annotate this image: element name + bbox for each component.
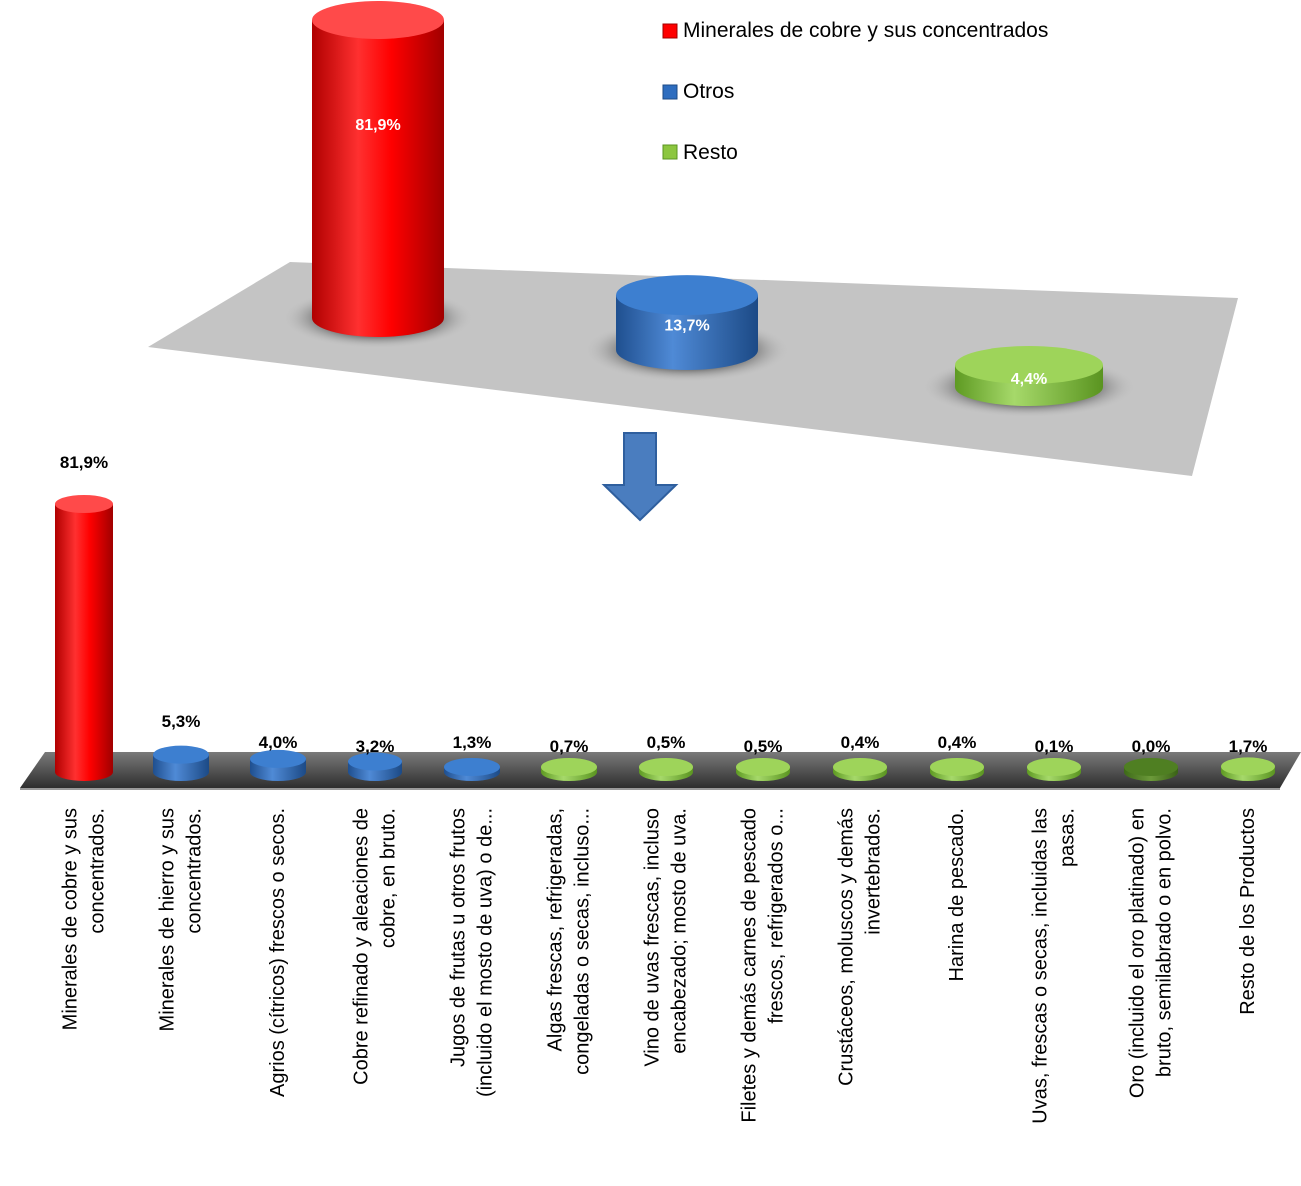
bottom-data-label: 0,1% (1035, 737, 1074, 756)
category-label: (incluido el mosto de uva) o de... (475, 808, 497, 1097)
bottom-chart-category-labels: Minerales de cobre y sus concentrados. Min… (60, 808, 1260, 1124)
top-data-label: 4,4% (1011, 371, 1047, 388)
bottom-bar-vino-de-uvas-frescas-incluso-encabezado- (639, 758, 693, 781)
bottom-bar-minerales-de-hierro-y-sus-concentrados-top (153, 745, 209, 764)
bottom-data-label: 1,3% (453, 733, 492, 752)
bottom-bar-minerales-de-hierro-y-sus-concentrados (153, 745, 209, 781)
top-bar-otros-body (616, 295, 758, 370)
bottom-bar-crustaceos-moluscos-y-demas-invertebrado-top (833, 758, 887, 776)
category-label: Resto de los Productos (1237, 808, 1259, 1015)
bottom-bar-vino-de-uvas-frescas-incluso-encabezado--top (639, 758, 693, 776)
legend-item-resto: Resto (662, 141, 738, 164)
bottom-bar-harina-de-pescado (930, 758, 984, 781)
legend-label: Resto (683, 141, 738, 164)
top-bar-otros-top (616, 275, 758, 316)
bottom-bar-minerales-de-cobre-y-sus-concentrados (55, 495, 113, 781)
category-label: Oro (incluido el oro platinado) en (1127, 808, 1149, 1098)
bottom-chart-bars (55, 495, 1275, 781)
bottom-bar-oro-incluido-el-oro-platinado-en-bruto-s-top (1124, 758, 1178, 776)
category-label: Crustáceos, moluscos y demás (836, 808, 858, 1086)
legend-label: Minerales de cobre y sus concentrados (683, 19, 1048, 42)
bottom-data-label: 0,0% (1132, 737, 1171, 756)
legend-label: Otros (683, 80, 734, 103)
category-label: congeladas o secas, incluso... (572, 808, 594, 1075)
top-chart: 81,9% 13,7% 4,4% Minerales de cobre y sus … (148, 1, 1238, 476)
top-bar-resto-top (955, 345, 1103, 384)
bottom-data-label: 3,2% (356, 737, 395, 756)
top-data-label: 81,9% (355, 117, 400, 134)
top-bar-minerales-de-cobre-y-sus-concentrados (282, 1, 474, 349)
legend-item-otros: Otros (662, 80, 734, 103)
category-label: encabezado; mosto de uva. (669, 808, 691, 1054)
category-label: Agrios (cítricos) frescos o secos. (267, 808, 289, 1097)
bottom-data-label: 81,9% (60, 453, 108, 472)
category-label: invertebrados. (863, 808, 885, 935)
bottom-bar-resto-de-los-productos-top (1221, 757, 1275, 776)
category-label: Algas frescas, refrigeradas, (545, 808, 567, 1051)
top-chart-data-labels: 81,9% 13,7% 4,4% (355, 117, 1047, 388)
category-label: bruto, semilabrado o en polvo. (1154, 808, 1176, 1077)
category-label: Jugos de frutas u otros frutos (448, 808, 470, 1067)
bottom-bar-jugos-de-frutas-u-otros-frutos-incluido- (444, 758, 500, 781)
category-label: Harina de pescado. (946, 808, 968, 981)
bottom-bar-crustaceos-moluscos-y-demas-invertebrado (833, 758, 887, 781)
category-label: frescos, refrigerados o... (766, 808, 788, 1024)
bottom-bar-agrios-citricos-frescos-o-secos (250, 749, 306, 781)
category-label: Cobre refinado y aleaciones de (351, 808, 373, 1085)
bottom-bar-minerales-de-cobre-y-sus-concentrados-top (55, 495, 113, 513)
bottom-data-label: 0,4% (938, 733, 977, 752)
top-chart-bars (282, 1, 1137, 418)
category-label: Filetes y demás carnes de pescado (739, 808, 761, 1123)
bottom-bar-oro-incluido-el-oro-platinado-en-bruto-s (1124, 758, 1178, 781)
bottom-bar-harina-de-pescado-top (930, 758, 984, 776)
bottom-bar-cobre-refinado-y-aleaciones-de-cobre-en- (348, 752, 402, 781)
category-label: cobre, en bruto. (378, 808, 400, 948)
legend-swatch-red (662, 23, 678, 39)
bottom-data-label: 0,4% (841, 733, 880, 752)
bottom-data-label: 1,7% (1229, 737, 1268, 756)
bottom-bar-uvas-frescas-o-secas-incluidas-las-pasas-top (1027, 758, 1081, 776)
top-bar-resto (921, 345, 1137, 418)
category-label: Minerales de cobre y sus (60, 808, 82, 1030)
legend-swatch-green (662, 144, 678, 160)
bottom-bar-jugos-de-frutas-u-otros-frutos-incluido--top (444, 758, 500, 776)
bottom-data-label: 4,0% (259, 733, 298, 752)
bottom-data-label: 5,3% (162, 712, 201, 731)
category-label: Uvas, frescas o secas, incluidas las (1030, 808, 1052, 1124)
category-label: pasas. (1057, 808, 1079, 867)
bottom-bar-minerales-de-cobre-y-sus-concentrados-body (55, 504, 113, 781)
legend-swatch-blue (662, 84, 678, 100)
category-label: concentrados. (184, 808, 206, 934)
top-bar-minerales-de-cobre-y-sus-concentrados-top (312, 1, 444, 39)
bottom-bar-uvas-frescas-o-secas-incluidas-las-pasas (1027, 758, 1081, 781)
bottom-data-label: 0,5% (744, 737, 783, 756)
category-label: concentrados. (87, 808, 109, 934)
legend: Minerales de cobre y sus concentrados Ot… (662, 19, 1048, 164)
bottom-data-label: 0,7% (550, 737, 589, 756)
bottom-bar-resto-de-los-productos (1221, 757, 1275, 781)
top-bar-minerales-de-cobre-y-sus-concentrados-body (312, 20, 444, 337)
category-label: Vino de uvas frescas, incluso (642, 808, 664, 1067)
legend-item-minerales-cobre: Minerales de cobre y sus concentrados (662, 19, 1048, 42)
top-data-label: 13,7% (664, 318, 709, 335)
bottom-chart: 81,9% 5,3% 4,0% 3,2% 1,3% 0,7% 0,5% 0,5% 0,4% 0,4… (20, 453, 1301, 1124)
bottom-bar-filetes-y-demas-carnes-de-pescado-fresco-top (736, 758, 790, 776)
down-arrow-icon (601, 432, 679, 522)
category-label: Minerales de hierro y sus (157, 808, 179, 1031)
bottom-data-label: 0,5% (647, 733, 686, 752)
bottom-bar-cobre-refinado-y-aleaciones-de-cobre-en--top (348, 752, 402, 771)
top-bar-otros (584, 275, 790, 382)
bottom-bar-algas-frescas-refrigeradas-congeladas-o- (541, 758, 597, 781)
bottom-chart-data-labels: 81,9% 5,3% 4,0% 3,2% 1,3% 0,7% 0,5% 0,5% 0,4% 0,4… (60, 453, 1267, 756)
bottom-bar-filetes-y-demas-carnes-de-pescado-fresco (736, 758, 790, 781)
bottom-bar-agrios-citricos-frescos-o-secos-top (250, 749, 306, 768)
bottom-bar-algas-frescas-refrigeradas-congeladas-o--top (541, 758, 597, 776)
